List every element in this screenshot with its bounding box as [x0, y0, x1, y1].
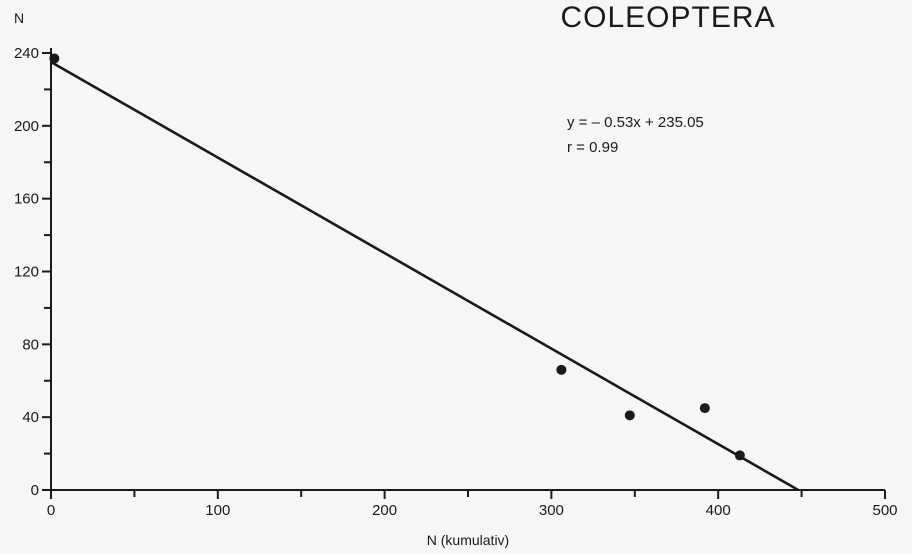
correlation-coefficient: r = 0.99: [567, 139, 618, 156]
axis-ticks: [42, 52, 886, 499]
chart-title: COLEOPTERA: [560, 1, 775, 34]
y-axis-label: N: [14, 10, 24, 26]
regression-line: [50, 60, 799, 492]
x-tick-label-200: 200: [372, 502, 397, 519]
data-point-2: [624, 410, 635, 421]
x-tick-label-100: 100: [205, 502, 230, 519]
y-tick-label-200: 200: [14, 118, 39, 135]
x-axis-label: N (kumulativ): [427, 532, 509, 548]
y-tick-label-240: 240: [14, 45, 39, 62]
x-tick-label-0: 0: [47, 502, 55, 519]
y-tick-label-80: 80: [22, 336, 39, 353]
regression-equation: y = – 0.53x + 235.05: [567, 114, 704, 131]
y-tick-label-0: 0: [31, 482, 39, 499]
x-tick-label-300: 300: [539, 502, 564, 519]
y-tick-label-160: 160: [14, 191, 39, 208]
data-point-3: [699, 403, 710, 414]
data-points: [49, 53, 745, 461]
x-tick-label-500: 500: [872, 502, 897, 519]
data-point-4: [734, 450, 745, 461]
y-tick-label-120: 120: [14, 264, 39, 281]
data-point-0: [49, 53, 60, 64]
x-tick-label-400: 400: [706, 502, 731, 519]
y-tick-label-40: 40: [22, 409, 39, 426]
axis-tick-labels: 0 100 200 300 400 500 0 40 80 120 160 200 240: [14, 45, 898, 519]
data-point-1: [556, 364, 567, 375]
